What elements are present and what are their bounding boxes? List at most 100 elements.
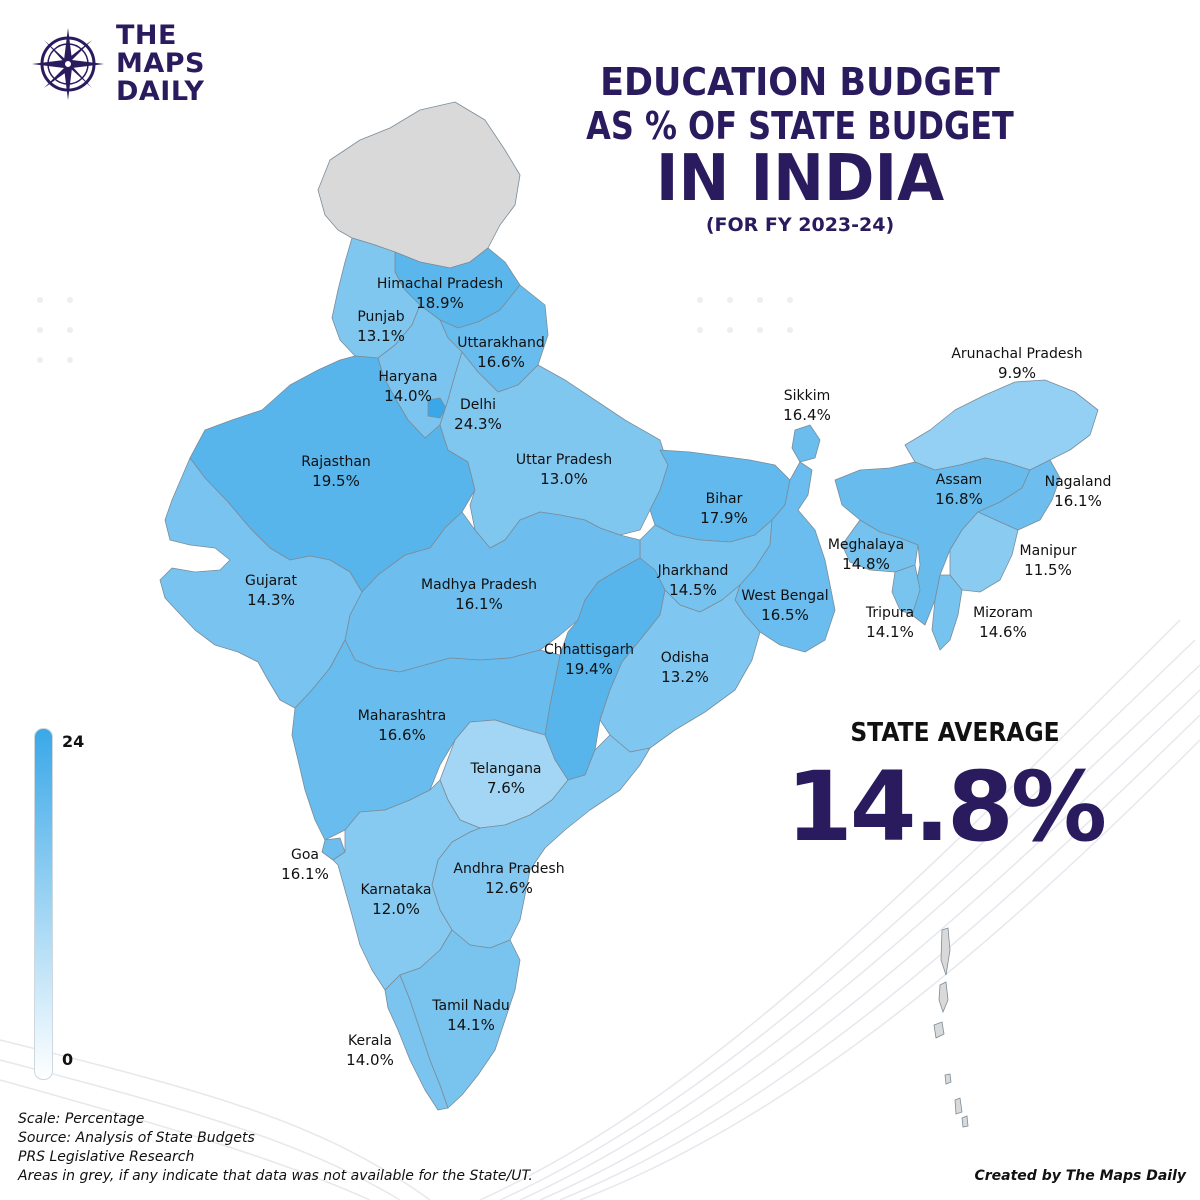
region-value-tamilnadu: 14.1% [447,1016,495,1034]
region-value-chhattisgarh: 19.4% [565,660,613,678]
title-line-3: IN INDIA [655,142,945,216]
region-odisha [599,584,761,753]
region-value-bihar: 17.9% [700,509,748,527]
region-name-gujarat: Gujarat [245,573,298,589]
region-label-meghalaya: Meghalaya 14.8% [828,537,904,573]
region-name-maharashtra: Maharashtra [358,708,446,724]
region-label-nagaland: Nagaland 16.1% [1045,474,1112,510]
region-label-arunachal: Arunachal Pradesh 9.9% [951,346,1082,382]
region-name-telangana: Telangana [469,761,541,777]
region-label-karnataka: Karnataka 12.0% [361,882,432,918]
region-label-assam: Assam 16.8% [935,472,983,508]
region-name-kerala: Kerala [348,1033,392,1049]
region-name-sikkim: Sikkim [784,388,831,404]
region-name-karnataka: Karnataka [361,882,432,898]
region-value-himachal: 18.9% [416,294,464,312]
region-name-madhyapradesh: Madhya Pradesh [421,577,537,593]
region-gujarat [159,457,363,709]
region-label-tamilnadu: Tamil Nadu 14.1% [431,998,510,1034]
region-tripura [891,564,921,616]
region-value-westbengal: 16.5% [761,606,809,624]
credit: Created by The Maps Daily [974,1168,1186,1184]
region-label-goa: Goa 16.1% [281,847,329,883]
region-label-chhattisgarh: Chhattisgarh 19.4% [544,642,634,678]
region-name-uttarakhand: Uttarakhand [457,335,544,351]
region-label-madhyapradesh: Madhya Pradesh 16.1% [421,577,537,613]
region-value-delhi: 24.3% [454,415,502,433]
region-value-uttarakhand: 16.6% [477,353,525,371]
region-name-jharkhand: Jharkhand [657,563,729,579]
region-name-mizoram: Mizoram [973,605,1033,621]
region-name-uttarpradesh: Uttar Pradesh [516,452,612,468]
compass-icon [32,28,104,100]
region-label-maharashtra: Maharashtra 16.6% [358,708,446,744]
region-label-telangana: Telangana 7.6% [469,761,541,797]
region-sikkim [791,424,821,463]
region-value-goa: 16.1% [281,865,329,883]
region-name-tripura: Tripura [865,605,914,621]
region-label-mizoram: Mizoram 14.6% [973,605,1033,641]
region-andaman-islands [933,927,969,1128]
region-value-telangana: 7.6% [487,779,525,797]
region-value-tripura: 14.1% [866,623,914,641]
region-name-bihar: Bihar [706,491,743,507]
region-value-arunachal: 9.9% [998,364,1036,382]
note-scale: Scale: Percentage [18,1111,145,1127]
note-source: Source: Analysis of State Budgets [18,1130,255,1146]
region-label-uttarakhand: Uttarakhand 16.6% [457,335,544,371]
region-value-andhra: 12.6% [485,879,533,897]
region-value-jharkhand: 14.5% [669,581,717,599]
region-label-rajasthan: Rajasthan 19.5% [301,454,371,490]
region-name-odisha: Odisha [661,650,710,666]
region-label-punjab: Punjab 13.1% [357,309,405,345]
region-value-madhyapradesh: 16.1% [455,595,503,613]
region-mizoram [931,574,963,651]
region-label-delhi: Delhi 24.3% [454,397,502,433]
color-scale-bar [34,728,53,1080]
region-name-rajasthan: Rajasthan [301,454,371,470]
region-value-nagaland: 16.1% [1054,492,1102,510]
brand-name: THE MAPS DAILY [116,22,205,106]
legend-min-label: 0 [62,1050,74,1069]
region-label-jharkhand: Jharkhand 14.5% [657,563,729,599]
region-value-haryana: 14.0% [384,387,432,405]
footnotes: Scale: Percentage Source: Analysis of St… [18,1110,533,1186]
region-label-odisha: Odisha 13.2% [661,650,710,686]
region-value-meghalaya: 14.8% [842,555,890,573]
state-average-label: STATE AVERAGE [850,718,1060,748]
legend-max-label: 24 [62,732,85,751]
region-west-bengal [734,461,836,653]
region-name-arunachal: Arunachal Pradesh [951,346,1082,362]
brand-line-1: THE [116,20,177,51]
region-name-manipur: Manipur [1020,543,1077,559]
region-label-uttarpradesh: Uttar Pradesh 13.0% [516,452,612,488]
region-name-tamilnadu: Tamil Nadu [431,998,510,1014]
state-average-value: 14.8% [785,751,1107,863]
region-label-sikkim: Sikkim 16.4% [783,388,831,424]
region-name-meghalaya: Meghalaya [828,537,904,553]
title-line-2: AS % OF STATE BUDGET [586,104,1014,148]
region-delhi [427,397,447,419]
note-grey: Areas in grey, if any indicate that data… [18,1168,533,1184]
region-label-kerala: Kerala 14.0% [346,1033,394,1069]
region-karnataka [332,779,481,991]
region-label-himachal: Himachal Pradesh 18.9% [377,276,503,312]
region-label-tripura: Tripura 14.1% [865,605,914,641]
note-org: PRS Legislative Research [18,1149,195,1165]
region-label-haryana: Haryana 14.0% [378,369,437,405]
region-value-mizoram: 14.6% [979,623,1027,641]
region-arunachal-pradesh [904,379,1099,471]
region-value-odisha: 13.2% [661,668,709,686]
region-name-haryana: Haryana [378,369,437,385]
region-value-karnataka: 12.0% [372,900,420,918]
region-name-himachal: Himachal Pradesh [377,276,503,292]
region-name-assam: Assam [936,472,982,488]
region-name-chhattisgarh: Chhattisgarh [544,642,634,658]
region-no-data-jk-ladakh [317,101,521,269]
brand-line-2: MAPS [116,48,205,79]
region-label-manipur: Manipur 11.5% [1020,543,1077,579]
title-line-1: EDUCATION BUDGET [600,60,1000,104]
